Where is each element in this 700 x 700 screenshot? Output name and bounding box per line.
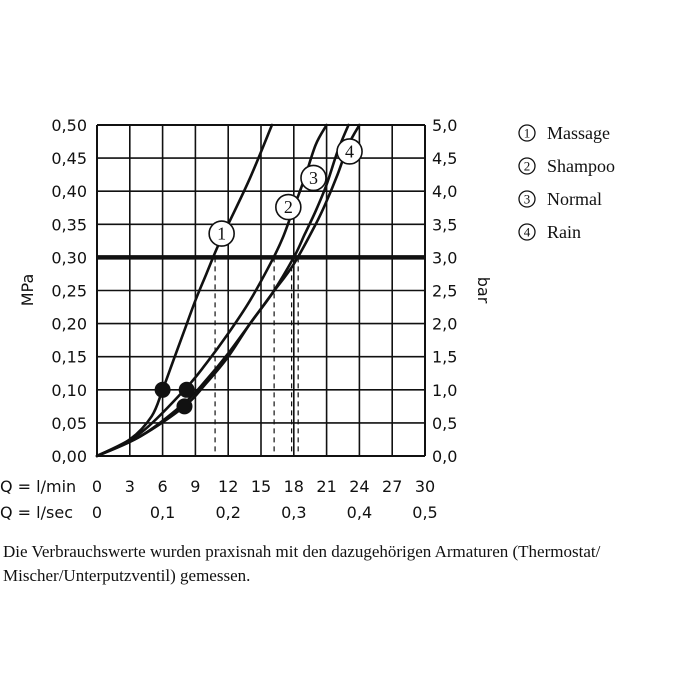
x-lsec-tick-label: 0 xyxy=(92,503,102,522)
x-lsec-tick-label: 0,4 xyxy=(347,503,372,522)
x-lmin-tick-label: 12 xyxy=(218,477,238,496)
legend: 1 Massage 2 Shampoo 3 Normal 4 Rain xyxy=(518,123,615,242)
legend-number: 3 xyxy=(524,192,531,207)
legend-label: Rain xyxy=(547,222,581,242)
curve-label-circle xyxy=(275,193,302,221)
y-left-tick-label: 0,00 xyxy=(51,447,87,466)
y-left-axis-label: MPa xyxy=(18,274,37,307)
data-markers xyxy=(154,381,195,415)
chart-grid xyxy=(96,124,426,457)
data-marker xyxy=(154,381,171,398)
y-left-tick-label: 0,15 xyxy=(51,348,87,367)
y-left-tick-label: 0,20 xyxy=(51,315,87,334)
y-left-tick-label: 0,35 xyxy=(51,215,87,234)
x-lmin-tick-label: 15 xyxy=(251,477,271,496)
curve-label-rain: 4 xyxy=(336,138,363,165)
y-right-tick-label: 5,0 xyxy=(432,116,457,135)
curve-labels: 1 23 4 xyxy=(208,138,363,247)
x-lmin-tick-label: 3 xyxy=(125,477,135,496)
legend-item-shampoo: 2 Shampoo xyxy=(518,156,615,176)
y-right-tick-label: 0,0 xyxy=(432,447,457,466)
curve-label-normal: 3 xyxy=(300,164,327,192)
y-left-tick-label: 0,30 xyxy=(51,248,87,267)
data-marker xyxy=(176,398,193,415)
x-lmin-tick-label: 6 xyxy=(158,477,168,496)
x-lmin-axis-label: Q = l/min xyxy=(0,477,76,496)
legend-number-circle xyxy=(518,190,536,208)
y-left-tick-label: 0,50 xyxy=(51,116,87,135)
y-right-tick-label: 4,5 xyxy=(432,149,457,168)
legend-item-massage: 1 Massage xyxy=(518,123,610,143)
y-right-tick-label: 0,5 xyxy=(432,414,457,433)
x-lmin-tick-label: 30 xyxy=(415,477,435,496)
x-lmin-tick-label: 18 xyxy=(284,477,304,496)
legend-number-circle xyxy=(518,124,536,142)
axis-ticks: 0,000,050,100,150,200,250,300,350,400,45… xyxy=(51,116,457,522)
x-lsec-tick-label: 0,5 xyxy=(412,503,437,522)
y-right-tick-label: 2,0 xyxy=(432,315,457,334)
y-left-tick-label: 0,10 xyxy=(51,381,87,400)
curve-label-number: 2 xyxy=(284,197,293,217)
legend-number: 1 xyxy=(524,126,531,141)
series-line-massage xyxy=(95,123,274,458)
x-lsec-tick-label: 0,2 xyxy=(215,503,240,522)
x-lmin-tick-label: 0 xyxy=(92,477,102,496)
x-lsec-axis-label: Q = l/sec xyxy=(0,503,73,522)
y-right-tick-label: 1,0 xyxy=(432,381,457,400)
y-left-tick-label: 0,40 xyxy=(51,182,87,201)
y-left-tick-label: 0,45 xyxy=(51,149,87,168)
x-lsec-tick-label: 0,1 xyxy=(150,503,175,522)
curve-label-circle xyxy=(336,138,363,165)
y-left-tick-label: 0,25 xyxy=(51,282,87,301)
legend-label: Shampoo xyxy=(547,156,615,176)
legend-label: Normal xyxy=(547,189,602,209)
y-left-tick-label: 0,05 xyxy=(51,414,87,433)
curve-label-number: 4 xyxy=(345,141,354,161)
x-lsec-tick-label: 0,3 xyxy=(281,503,306,522)
y-right-tick-label: 1,5 xyxy=(432,348,457,367)
legend-number: 2 xyxy=(524,159,531,174)
legend-item-rain: 4 Rain xyxy=(518,222,581,242)
y-right-tick-label: 2,5 xyxy=(432,282,457,301)
curve-label-shampoo: 2 xyxy=(275,193,302,221)
y-right-tick-label: 3,5 xyxy=(432,215,457,234)
curve-label-number: 3 xyxy=(309,168,318,188)
legend-number-circle xyxy=(518,157,536,175)
curve-label-number: 1 xyxy=(217,224,226,244)
x-lmin-tick-label: 9 xyxy=(190,477,200,496)
curve-label-massage: 1 xyxy=(208,220,235,247)
x-lmin-tick-label: 27 xyxy=(382,477,402,496)
legend-number: 4 xyxy=(524,225,531,240)
y-right-tick-label: 4,0 xyxy=(432,182,457,201)
measurement-note: Die Verbrauchswerte wurden praxisnah mit… xyxy=(3,542,601,585)
legend-label: Massage xyxy=(547,123,610,143)
x-lmin-tick-label: 21 xyxy=(316,477,336,496)
y-right-axis-label: bar xyxy=(474,277,493,304)
y-right-tick-label: 3,0 xyxy=(432,248,457,267)
reference-drop-lines xyxy=(214,257,299,456)
x-lmin-tick-label: 24 xyxy=(349,477,369,496)
legend-number-circle xyxy=(518,223,536,241)
curve-label-circle xyxy=(300,164,327,192)
legend-item-normal: 3 Normal xyxy=(518,189,602,209)
data-marker xyxy=(178,381,195,398)
curve-label-circle xyxy=(208,220,235,247)
